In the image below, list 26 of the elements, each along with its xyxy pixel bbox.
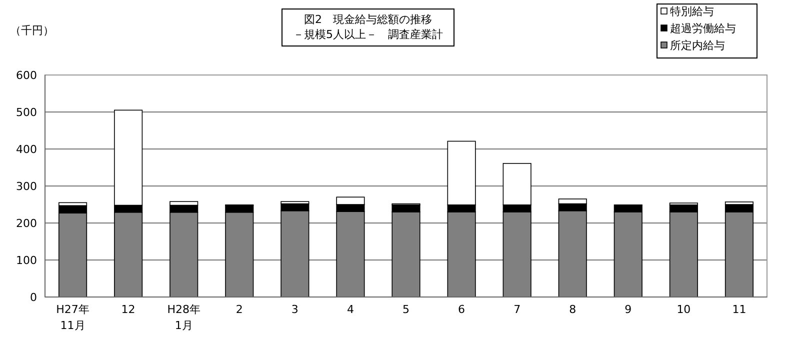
x-tick-label: 10 [676,303,691,316]
x-tick-label: 3 [291,303,298,316]
x-tick-label: 9 [624,303,632,316]
legend-label: 所定内給与 [670,39,725,52]
y-tick-label: 600 [16,68,37,82]
chart-title: 図2 現金給与総額の推移 [304,13,432,26]
legend-label: 特別給与 [670,5,714,18]
x-tick-label: 11 [732,303,746,316]
y-tick-label: 500 [16,106,37,119]
legend-label: 超過労働給与 [670,22,736,36]
x-tick-label: 7 [514,303,521,316]
y-tick-label: 200 [16,216,37,230]
x-tick-label: 2 [236,303,243,316]
x-tick-label: H28年 1月 [167,303,200,332]
y-tick-label: 400 [16,142,37,156]
x-tick-label: 8 [569,303,576,316]
y-axis-title: （千円） [10,24,54,37]
chart-subtitle: －規模5人以上－ 調査産業計 [293,28,443,41]
x-tick-label: 4 [346,303,354,316]
x-tick-label: 6 [458,303,466,316]
y-tick-label: 0 [30,290,37,304]
x-tick-label: 12 [121,303,136,316]
y-tick-label: 300 [16,180,37,193]
x-tick-label: H27年 11月 [56,303,90,332]
y-tick-label: 100 [16,254,37,267]
x-tick-label: 5 [402,303,410,316]
